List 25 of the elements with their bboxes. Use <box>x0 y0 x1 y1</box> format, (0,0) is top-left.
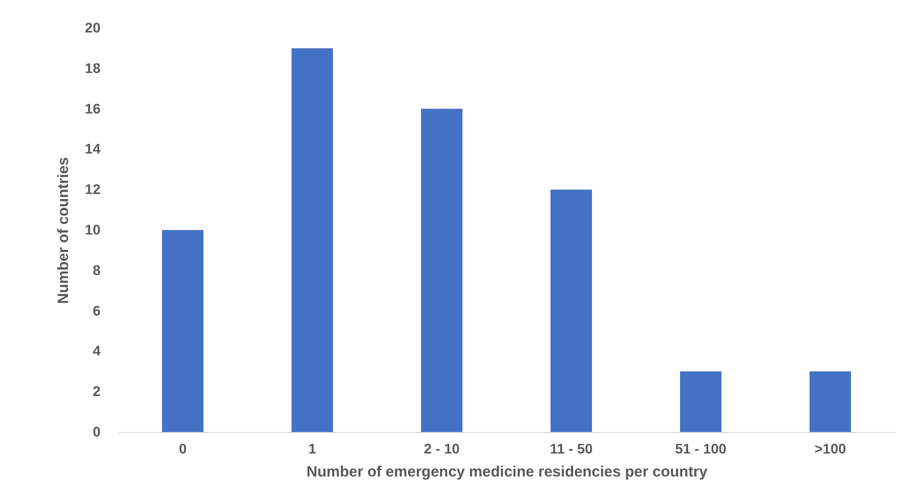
y-tick-label: 16 <box>84 100 101 116</box>
y-tick-label: 10 <box>84 222 101 238</box>
bar <box>550 190 592 432</box>
x-tick-label: 11 - 50 <box>550 440 593 456</box>
x-tick-label: >100 <box>814 440 846 456</box>
x-axis-title: Number of emergency medicine residencies per country <box>306 464 708 480</box>
x-tick-label: 2 - 10 <box>424 440 460 456</box>
bar <box>162 230 204 432</box>
bar <box>421 108 462 432</box>
y-axis-title: Number of countries <box>54 157 72 304</box>
bar <box>810 371 851 432</box>
bar <box>292 48 333 432</box>
bar <box>680 371 722 432</box>
y-tick-label: 18 <box>84 60 101 76</box>
y-tick-label: 12 <box>84 181 101 198</box>
y-tick-label: 14 <box>84 140 101 157</box>
y-tick-label: 6 <box>92 302 101 318</box>
y-tick-label: 4 <box>92 342 101 359</box>
x-tick-label: 1 <box>308 440 316 456</box>
y-tick-label: 2 <box>92 383 101 400</box>
y-tick-label: 20 <box>84 20 101 36</box>
y-tick-label: 0 <box>92 424 101 440</box>
y-tick-label: 8 <box>92 262 101 278</box>
x-tick-label: 51 - 100 <box>675 440 727 456</box>
x-tick-label: 0 <box>178 440 187 456</box>
